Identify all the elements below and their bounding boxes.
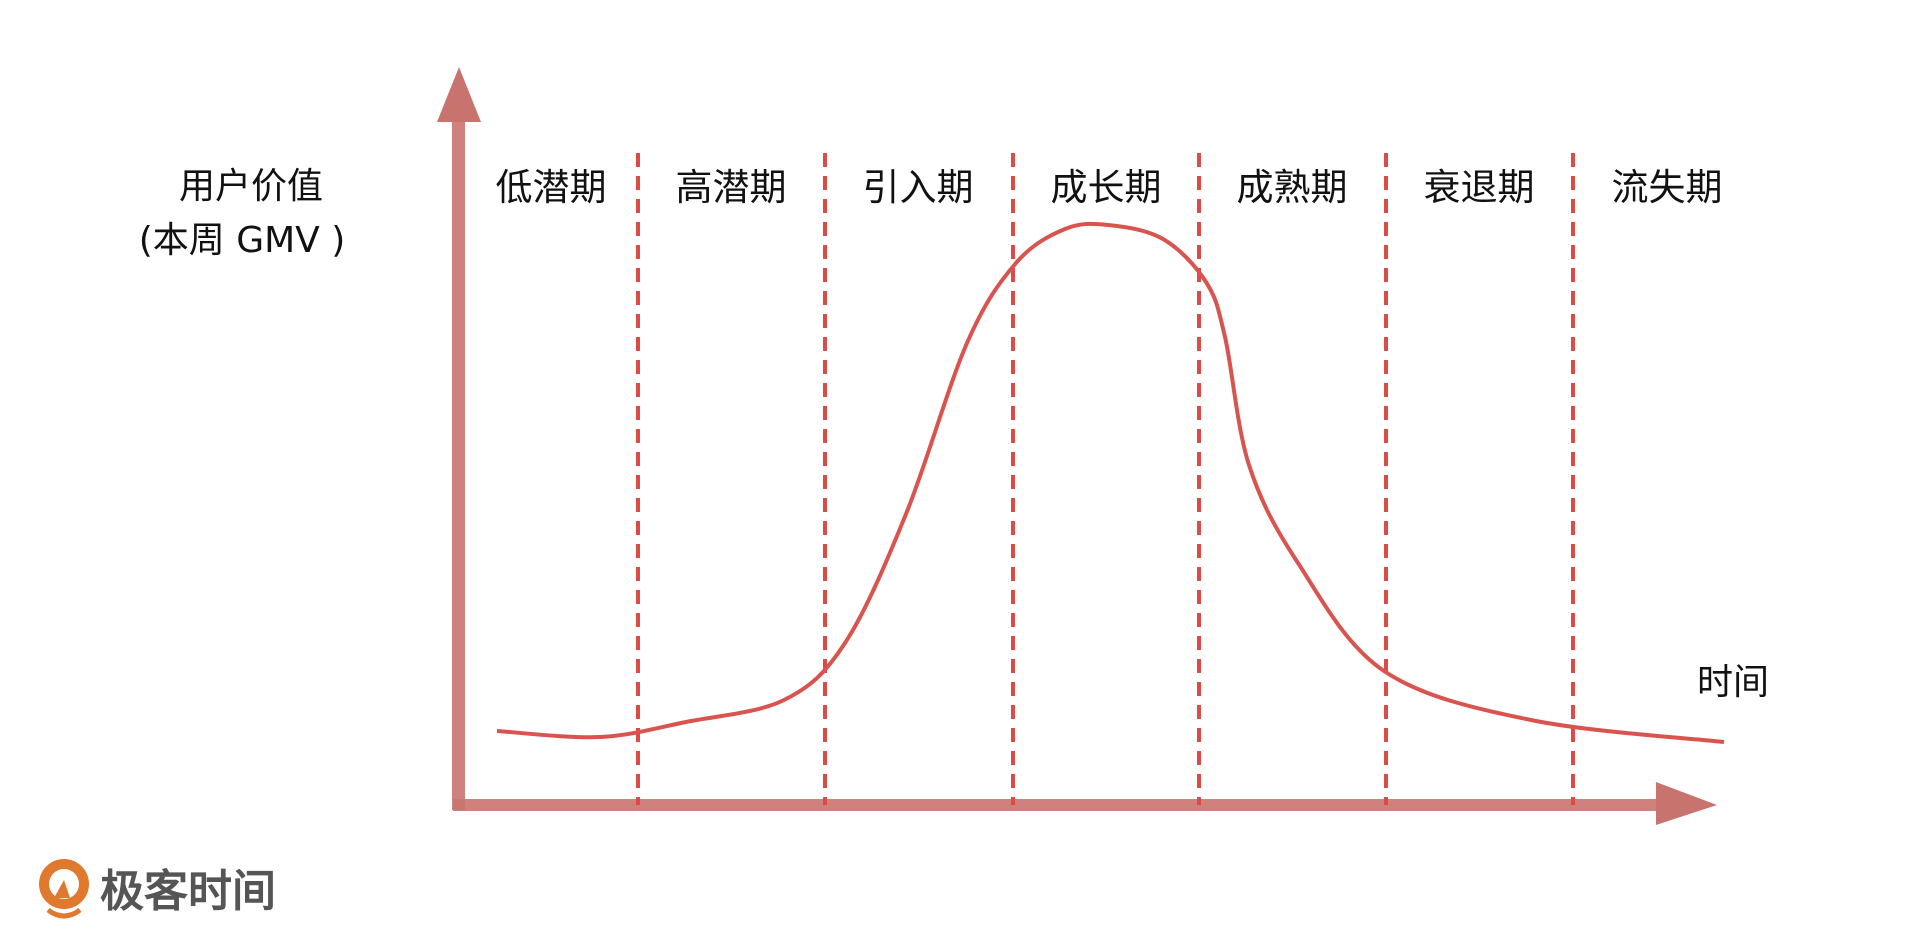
stage-label: 低潜期: [496, 166, 607, 209]
geektime-logo: 极客时间: [39, 859, 276, 919]
x-axis-line: [453, 799, 1663, 811]
stage-label: 高潜期: [676, 166, 787, 209]
stage-label: 成熟期: [1237, 166, 1348, 209]
y-axis-line: [452, 118, 465, 810]
y-axis-label-line1: 用户价值: [179, 166, 323, 207]
stage-label: 引入期: [863, 166, 974, 209]
x-axis-label: 时间: [1697, 662, 1769, 703]
stage-label: 流失期: [1612, 166, 1723, 209]
stage-label: 成长期: [1051, 166, 1162, 209]
logo-text: 极客时间: [100, 866, 276, 917]
stage-labels: 低潜期 高潜期 引入期 成长期 成熟期 衰退期 流失期: [496, 166, 1723, 209]
stage-label: 衰退期: [1424, 166, 1535, 209]
y-axis-arrow-icon: [437, 67, 481, 122]
stage-dividers: [636, 153, 1575, 805]
logo-icon: [39, 859, 89, 909]
x-axis-arrow-icon: [1656, 782, 1717, 825]
y-axis-label-line2: (本周 GMV ): [139, 220, 346, 261]
user-value-curve: [496, 221, 1725, 744]
